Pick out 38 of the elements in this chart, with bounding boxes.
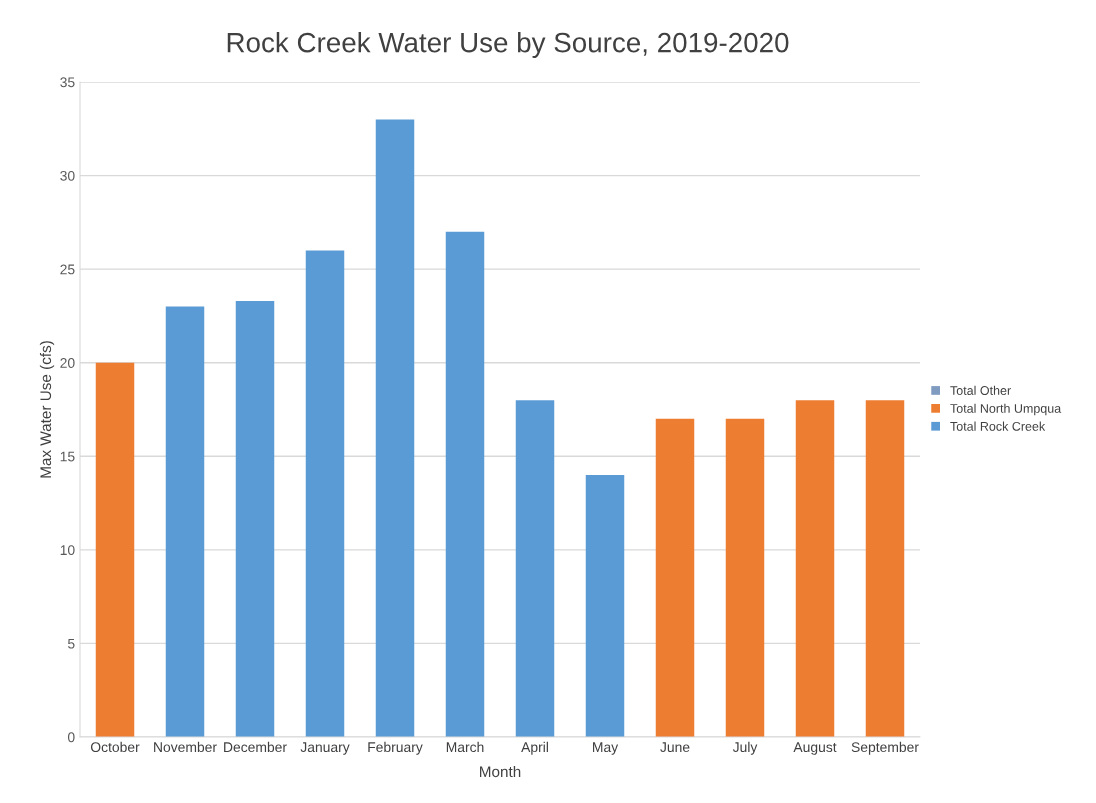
x-tick-label: December <box>224 741 287 753</box>
x-tick-label: September <box>851 741 919 755</box>
bar <box>445 231 485 737</box>
y-tick-label: 5 <box>67 638 75 649</box>
y-tick-label: 30 <box>60 170 75 181</box>
bar <box>515 400 555 737</box>
y-tick-label: 35 <box>60 77 75 88</box>
x-axis-title: Month <box>480 765 521 778</box>
x-tick-label: July <box>732 741 758 755</box>
x-tick-label: October <box>90 741 140 753</box>
x-tick-label: April <box>521 741 548 755</box>
x-tick-label: January <box>300 742 350 755</box>
bar <box>375 119 415 737</box>
bar <box>165 306 205 737</box>
legend-label: Total North Umpqua <box>950 403 1062 416</box>
bar <box>865 400 905 737</box>
y-tick-label: 15 <box>60 451 75 462</box>
legend-label: Total Other <box>950 385 1011 395</box>
legend-label: Total Rock Creek <box>950 421 1046 431</box>
bar <box>655 418 695 737</box>
bar <box>95 362 135 737</box>
y-tick-label: 20 <box>60 358 75 368</box>
y-tick-label: 0 <box>67 732 75 743</box>
x-tick-label: August <box>793 742 837 755</box>
y-tick-label: 10 <box>60 545 75 556</box>
x-tick-label: June <box>660 742 690 753</box>
y-tick-label: 25 <box>60 264 75 275</box>
x-tick-label: February <box>368 741 423 755</box>
bar <box>585 475 625 737</box>
bar <box>725 418 765 737</box>
x-tick-label: November <box>154 741 217 753</box>
bar <box>305 250 345 737</box>
x-tick-label: March <box>446 741 484 753</box>
bar <box>795 400 835 737</box>
chart-title: Rock Creek Water Use by Source, 2019-2020 <box>227 32 789 58</box>
x-tick-label: May <box>593 742 619 755</box>
bar <box>235 300 275 737</box>
y-axis-title: Max Water Use (cfs) <box>39 341 55 478</box>
